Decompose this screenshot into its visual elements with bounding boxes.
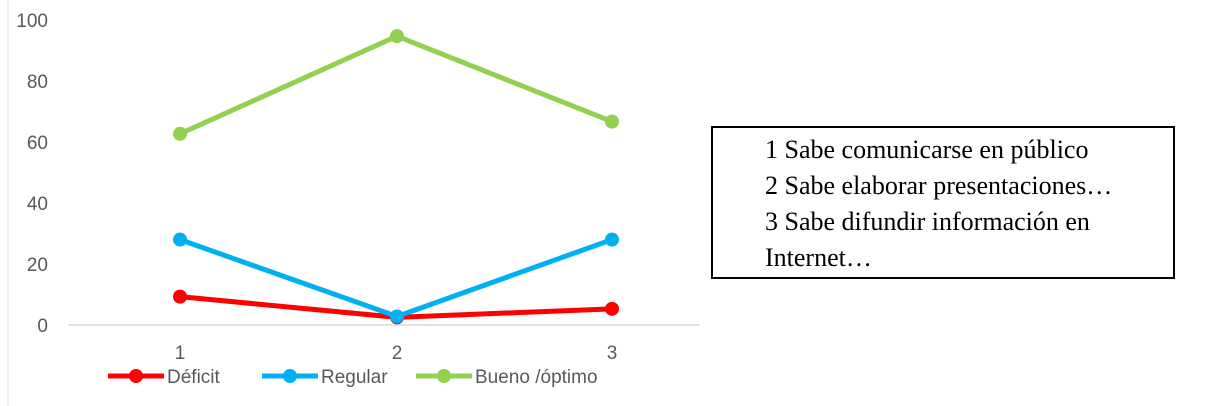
- x-axis-ticks: 1 2 3: [175, 343, 618, 364]
- legend-swatch-marker: [437, 369, 451, 383]
- data-point: [390, 29, 404, 44]
- y-tick-label: 60: [27, 133, 48, 154]
- x-tick-label: 3: [607, 343, 618, 364]
- data-point: [605, 114, 619, 129]
- y-tick-label: 20: [27, 255, 48, 276]
- data-point: [173, 126, 187, 141]
- x-tick-label: 2: [392, 343, 403, 364]
- data-point: [173, 232, 187, 247]
- note-3: 3 Sabe difundir información en Internet…: [765, 207, 1090, 272]
- y-tick-label: 40: [27, 194, 48, 215]
- y-tick-label: 0: [37, 316, 48, 337]
- y-tick-label: 80: [27, 72, 48, 93]
- series-line-3: [178, 33, 613, 137]
- y-tick-label: 100: [16, 11, 48, 32]
- data-point: [390, 309, 404, 324]
- series-layer: [173, 29, 619, 325]
- legend-label: Déficit: [167, 367, 221, 388]
- note-1: 1 Sabe comunicarse en público: [765, 135, 1089, 164]
- legend-label: Bueno /óptimo: [475, 367, 598, 388]
- y-axis-ticks: 0 20 40 60 80 100: [16, 11, 48, 337]
- legend-swatch-marker: [283, 369, 297, 383]
- data-point: [605, 232, 619, 247]
- legend: Déficit Regular Bueno /óptimo: [108, 367, 598, 388]
- line-chart: 0 20 40 60 80 100 1 2 3 Déficit Regular Bueno /óp…: [7, 0, 700, 406]
- x-tick-label: 1: [175, 343, 186, 364]
- legend-swatch-marker: [129, 369, 143, 383]
- note-2: 2 Sabe elaborar presentaciones…: [765, 171, 1113, 200]
- data-point: [605, 301, 619, 316]
- category-notes-box: 1 Sabe comunicarse en público 2 Sabe ela…: [711, 126, 1175, 279]
- data-point: [173, 289, 187, 304]
- legend-label: Regular: [321, 367, 388, 388]
